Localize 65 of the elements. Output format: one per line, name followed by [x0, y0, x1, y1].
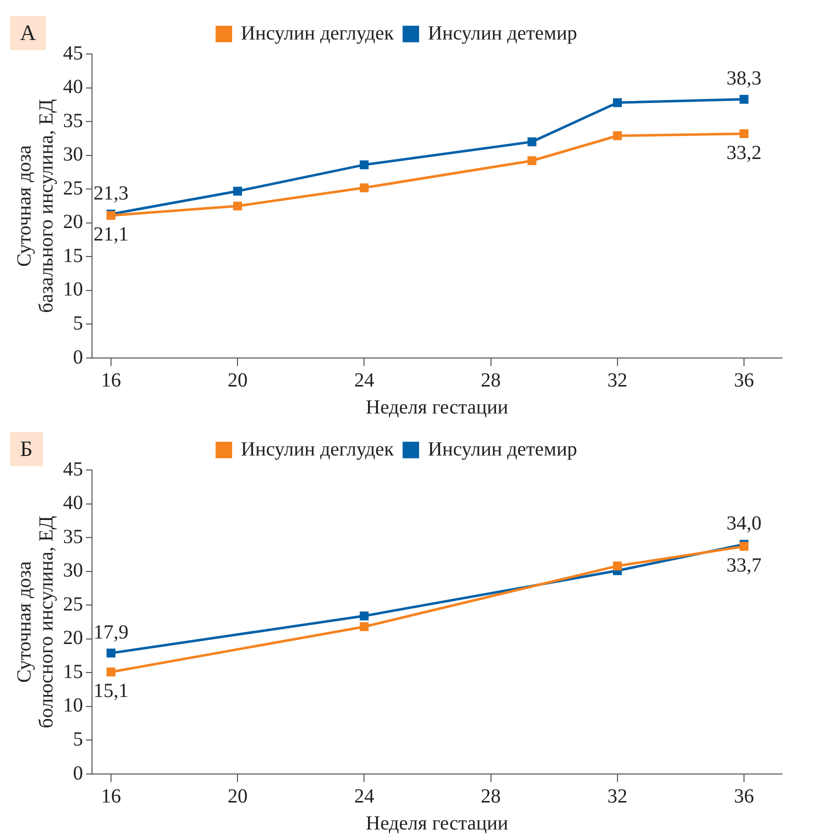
x-tick-label: 32 [607, 369, 628, 392]
x-tick-label: 20 [228, 785, 248, 808]
point [360, 611, 369, 620]
point [612, 131, 622, 140]
point [740, 94, 748, 104]
x-tick-label: 28 [480, 369, 501, 392]
data-label: 21,1 [93, 224, 128, 246]
y-tick-label: 0 [73, 762, 83, 784]
point [106, 648, 116, 658]
data-label: 34,0 [726, 512, 762, 535]
y-tick-label: 45 [63, 458, 83, 480]
x-axis-title: Неделя гестации [366, 396, 509, 418]
x-axis-title: Неделя гестации [366, 812, 509, 834]
y-tick-label: 25 [63, 593, 83, 616]
point [360, 183, 369, 192]
text: А [10, 16, 46, 50]
legend-label: Инсулин детемир [428, 438, 578, 460]
point [612, 561, 622, 570]
y-tick-label: 40 [63, 76, 83, 98]
y-tick-label: 20 [63, 627, 83, 650]
y-tick-label: 15 [63, 244, 83, 267]
y-tick-label: 0 [73, 346, 83, 368]
point [360, 622, 369, 632]
point [233, 186, 242, 196]
point [360, 160, 369, 170]
x-tick-label: 16 [100, 369, 121, 392]
y-tick-label: 5 [73, 312, 83, 334]
legend-label: Инсулин деглудек [240, 438, 394, 460]
y-tick-label: 30 [63, 144, 83, 166]
y-axis-title: Суточная доза базального инсулина, ЕД [13, 98, 58, 313]
y-tick-label: 30 [63, 560, 83, 582]
point [233, 202, 242, 210]
x-tick-label: 20 [228, 369, 248, 392]
text: Б [10, 432, 43, 466]
data-label: 38,3 [726, 68, 762, 90]
point [528, 156, 536, 166]
point [612, 98, 622, 108]
legend-label: Инсулин детемир [428, 22, 578, 44]
y-tick-label: 10 [63, 694, 83, 717]
data-label: 33,2 [726, 142, 762, 164]
y-tick-label: 15 [63, 660, 83, 683]
legend-label: Инсулин деглудек [240, 22, 394, 44]
point [106, 668, 116, 676]
y-tick-label: 10 [63, 278, 83, 301]
x-tick-label: 28 [480, 785, 501, 808]
x-tick-label: 24 [354, 369, 374, 392]
x-tick-label: 36 [734, 369, 754, 392]
y-tick-label: 35 [63, 526, 83, 548]
data-label: 21,3 [93, 182, 128, 204]
x-tick-label: 16 [100, 785, 121, 808]
point [740, 129, 748, 138]
point [528, 137, 536, 146]
x-tick-label: 32 [607, 785, 628, 808]
data-label: 15,1 [93, 680, 128, 702]
y-tick-label: 35 [63, 110, 83, 132]
data-label: 17,9 [93, 621, 128, 644]
x-tick-label: 24 [354, 785, 374, 808]
y-tick-label: 45 [63, 42, 83, 64]
y-tick-label: 5 [73, 728, 83, 750]
y-tick-label: 40 [63, 492, 83, 514]
y-tick-label: 20 [63, 211, 83, 234]
y-tick-label: 25 [63, 177, 83, 200]
y-axis-title: Суточная доза болюсного инсулина, ЕД [13, 515, 58, 728]
x-tick-label: 36 [734, 785, 754, 808]
data-label: 33,7 [726, 554, 762, 577]
